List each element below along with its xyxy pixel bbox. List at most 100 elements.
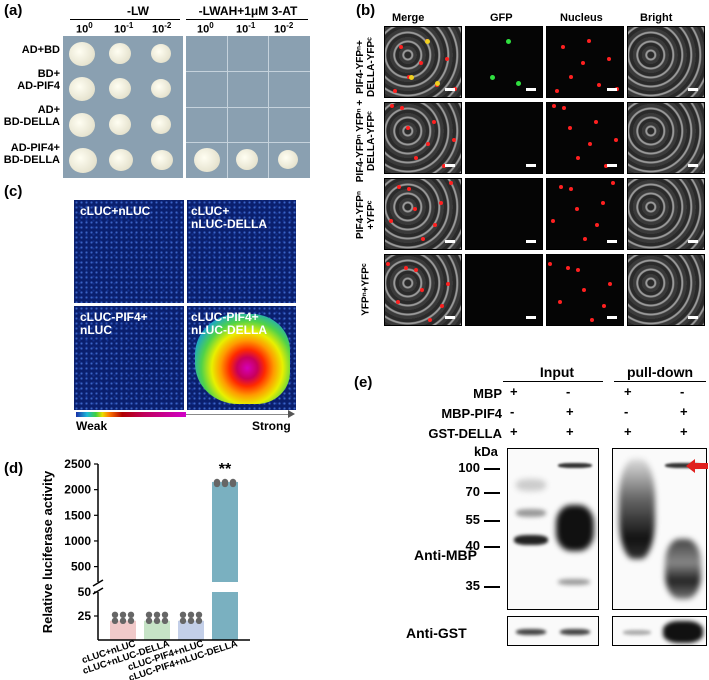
scale-bar: [688, 164, 698, 167]
nucleus-dot: [445, 57, 449, 61]
yeast-row-1: AD+BD: [21, 44, 60, 56]
bifc-cell: [465, 178, 543, 250]
band: [665, 539, 701, 599]
band: [558, 463, 592, 468]
scale-bar: [445, 164, 455, 167]
colony: [109, 149, 133, 171]
col-gfp: GFP: [490, 12, 513, 24]
nucleus-dot: [576, 156, 580, 160]
gfp-signal: [490, 75, 495, 80]
row-label-mbp-pif4: MBP-PIF4: [441, 406, 502, 421]
marker-label: 100: [458, 460, 480, 475]
dilution-3at-3: 10-2: [274, 21, 294, 36]
luc-scale-arrowhead: [288, 410, 295, 418]
bar: [178, 620, 204, 640]
scale-bar: [445, 240, 455, 243]
band: [665, 463, 701, 468]
nucleus-dot: [581, 61, 585, 65]
bifc-cell: [384, 102, 462, 174]
bifc-image-grid: [384, 26, 706, 326]
blot-pulldown-gst: [612, 616, 707, 646]
luc-quadrant-3: cLUC-PIF4+ nLUC: [74, 306, 184, 410]
nucleus-dot: [396, 300, 400, 304]
nucleus-dot: [555, 89, 559, 93]
blot-pulldown-mbp: [612, 448, 707, 610]
scale-bar: [445, 316, 455, 319]
treatment-sign: -: [680, 384, 685, 399]
nucleus-dot: [576, 268, 580, 272]
nucleus-dot: [440, 304, 444, 308]
luciferase-bar-chart: 500 1000 1500 2000 2500 25 50 Relative lucifera…: [40, 457, 250, 680]
scale-weak-label: Weak: [76, 419, 108, 433]
nucleus-dot: [601, 201, 605, 205]
nucleus-dot: [568, 126, 572, 130]
treatment-sign: +: [680, 424, 688, 439]
marker-tick: [484, 492, 500, 494]
bifc-cell: [384, 178, 462, 250]
luc-quadrant-1: cLUC+nLUC: [74, 200, 184, 303]
data-point: [179, 611, 187, 618]
bifc-cell: [384, 26, 462, 98]
nucleus-dot: [452, 138, 456, 142]
panel-b-label: (b): [356, 2, 376, 19]
nucleus-dot: [607, 57, 611, 61]
nucleus-dot: [420, 288, 424, 292]
data-point: [161, 611, 169, 618]
bar: [212, 592, 238, 640]
data-point: [195, 611, 203, 618]
nucleus-dot: [390, 104, 394, 108]
nucleus-dot: [449, 181, 453, 185]
sign-grid: + - + - - + - + + + + +: [500, 384, 709, 444]
marker-label: 70: [465, 484, 480, 499]
nucleus-dot: [386, 262, 390, 266]
nucleus-dot: [595, 223, 599, 227]
bar: [144, 620, 170, 640]
nucleus-dot: [575, 207, 579, 211]
nucleus-dot: [453, 87, 457, 91]
dilution-headers: 100 10-1 10-2 100 10-1 10-2: [60, 21, 320, 36]
data-point: [111, 617, 119, 624]
pulldown-title: pull-down: [626, 364, 694, 380]
gfp-signal: [435, 81, 440, 86]
nucleus-dot: [562, 106, 566, 110]
nucleus-dot: [393, 89, 397, 93]
treatment-sign: +: [566, 424, 574, 439]
data-point: [187, 617, 195, 624]
nucleus-dot: [389, 219, 393, 223]
band: [558, 579, 590, 585]
dilution-lw-1: 100: [76, 21, 93, 36]
scale-bar: [526, 240, 536, 243]
y-tick-label: 1000: [64, 534, 91, 548]
bar: [212, 481, 238, 582]
nucleus-dot: [566, 266, 570, 270]
nucleus-dot: [614, 138, 618, 142]
luc-scale-line: [186, 414, 290, 415]
input-title-rule: [503, 381, 603, 382]
scale-bar: [607, 240, 617, 243]
bifc-cell: [627, 178, 705, 250]
treatment-sign: +: [510, 384, 518, 399]
bifc-cell: [384, 254, 462, 326]
nucleus-dot: [551, 219, 555, 223]
y-tick-label: 500: [71, 560, 91, 574]
nucleus-dot: [414, 156, 418, 160]
medium-underline-lw: [70, 19, 180, 20]
nucleus-dot: [414, 268, 418, 272]
data-point: [145, 611, 153, 618]
luc-image: cLUC+nLUC cLUC+ nLUC-DELLA cLUC-PIF4+ nLUC…: [74, 200, 296, 410]
data-point: [145, 617, 153, 624]
dilution-3at-2: 10-1: [236, 21, 256, 36]
bifc-row-3: PIF4-YFPⁿ +YFPᶜ: [355, 191, 377, 239]
colony: [69, 113, 95, 137]
treatment-sign: +: [566, 404, 574, 419]
treatment-sign: +: [624, 384, 632, 399]
data-point: [213, 480, 221, 488]
data-point: [161, 617, 169, 624]
y-tick-label: 2500: [64, 457, 91, 471]
bifc-cell: [465, 26, 543, 98]
nucleus-dot: [558, 300, 562, 304]
nucleus-dot: [588, 142, 592, 146]
size-markers: 100 70 55 40 35: [440, 450, 504, 610]
band: [514, 535, 548, 545]
scale-bar: [688, 316, 698, 319]
